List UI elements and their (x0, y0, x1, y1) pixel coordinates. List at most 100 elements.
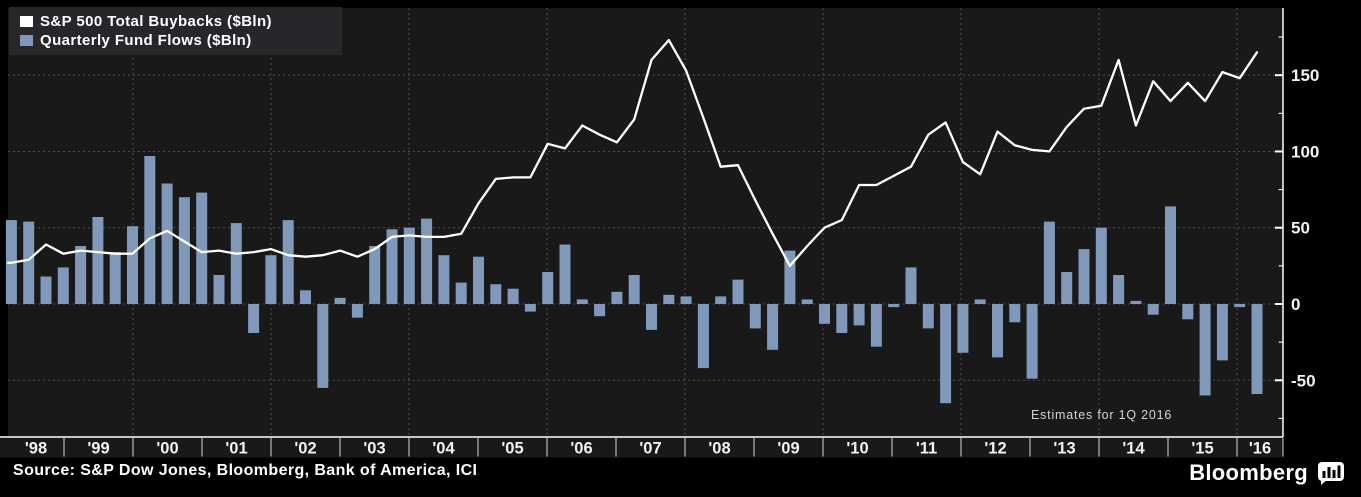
fund-flow-bar (1061, 272, 1073, 304)
fund-flow-bar (801, 299, 813, 304)
fund-flow-bar (524, 304, 536, 312)
legend-item-buybacks: S&P 500 Total Buybacks ($Bln) (20, 12, 334, 31)
y-tick-label: -50 (1291, 371, 1316, 390)
x-axis: '98 '99 '00 '01 '02 '03 '04 '05 '06 '07 '08 '09 '10 '… (0, 436, 1284, 458)
fund-flow-bar (490, 284, 502, 304)
fund-flow-bar (507, 288, 519, 304)
fund-flows-swatch-icon (20, 35, 33, 46)
x-year-label: '15 (1191, 440, 1213, 458)
legend-item-fund-flows: Quarterly Fund Flows ($Bln) (20, 31, 334, 50)
estimates-note: Estimates for 1Q 2016 (1031, 408, 1173, 422)
fund-flow-bar (248, 304, 260, 333)
x-year-label: '02 (294, 440, 316, 458)
fund-flow-bar (421, 218, 433, 304)
fund-flow-bar (680, 296, 692, 304)
fund-flow-bar (957, 304, 969, 353)
fund-flow-bar (1130, 300, 1142, 304)
fund-flow-bar (178, 197, 190, 304)
fund-flow-bar (905, 267, 917, 304)
legend-label-fund-flows: Quarterly Fund Flows ($Bln) (40, 32, 252, 49)
fund-flow-bar (1078, 249, 1090, 304)
fund-flow-bar (265, 255, 277, 304)
x-year-label: '05 (501, 440, 523, 458)
x-year-label: '99 (87, 440, 109, 458)
fund-flow-bar (351, 304, 363, 318)
fund-flow-bar (1251, 304, 1263, 394)
fund-flow-bar (334, 297, 346, 304)
fund-flow-bar (1095, 227, 1107, 304)
fund-flow-bar (853, 304, 865, 326)
fund-flow-bar (92, 217, 104, 304)
fund-flow-bar (749, 304, 761, 329)
fund-flow-bar (611, 291, 623, 304)
x-year-label: '03 (363, 440, 385, 458)
x-year-label: '00 (156, 440, 178, 458)
chart-legend: S&P 500 Total Buybacks ($Bln) Quarterly … (9, 7, 342, 55)
fund-flow-bar (715, 296, 727, 304)
x-year-label: '09 (777, 440, 799, 458)
fund-flow-bar (819, 304, 830, 324)
bloomberg-terminal-icon (1318, 461, 1344, 485)
fund-flow-bar (836, 304, 848, 333)
fund-flow-bar (473, 256, 484, 304)
y-tick-label: 0 (1291, 295, 1300, 314)
fund-flow-bar (628, 275, 640, 304)
fund-flow-bar (922, 304, 934, 329)
fund-flow-bar (144, 156, 156, 304)
fund-flow-bar (974, 299, 986, 304)
fund-flow-bar (300, 290, 311, 304)
fund-flow-bar (542, 272, 554, 304)
bloomberg-wordmark: Bloomberg (1189, 460, 1308, 485)
fund-flow-bar (23, 221, 35, 304)
fund-flow-bar (1009, 304, 1021, 323)
fund-flow-bar (109, 252, 121, 304)
fund-flow-bar (870, 304, 882, 347)
fund-flow-bar (1182, 304, 1194, 320)
y-axis: 150 100 50 0 -50 (1275, 8, 1319, 437)
fund-flow-bar (663, 294, 675, 304)
fund-flow-bar (386, 229, 398, 304)
fund-flow-bar (1199, 304, 1211, 396)
gridlines (8, 8, 1283, 437)
fund-flow-bar (213, 275, 225, 304)
fund-flow-bar (576, 299, 588, 304)
y-tick-label: 100 (1291, 142, 1319, 161)
fund-flow-bar (196, 192, 208, 304)
source-text: Source: S&P Dow Jones, Bloomberg, Bank o… (13, 462, 478, 479)
fund-flow-bar (1147, 304, 1159, 315)
fund-flow-bar (767, 304, 779, 350)
fund-flow-bar (940, 304, 952, 404)
fund-flow-bar (403, 227, 415, 304)
fund-flow-bar (1113, 275, 1125, 304)
fund-flow-bar (455, 282, 467, 304)
fund-flow-bar (282, 220, 294, 304)
fund-flow-bar (57, 267, 69, 304)
y-tick-label: 150 (1291, 66, 1319, 85)
footer-bar: Source: S&P Dow Jones, Bloomberg, Bank o… (0, 458, 1361, 497)
x-year-label: '11 (916, 440, 937, 458)
x-year-label: '14 (1122, 440, 1145, 458)
fund-flow-bar (1234, 304, 1246, 308)
fund-flow-bar (438, 255, 450, 304)
fund-flow-bar (317, 304, 329, 388)
x-year-label: '06 (570, 440, 592, 458)
buybacks-line (6, 38, 1259, 268)
fund-flow-bar (594, 304, 606, 317)
buybacks-swatch-icon (20, 16, 33, 27)
bloomberg-brand: Bloomberg (1189, 458, 1345, 488)
fund-flow-bar (1026, 304, 1038, 379)
fund-flow-bar (646, 304, 657, 330)
x-year-label: '04 (432, 440, 455, 458)
x-year-label: '16 (1249, 440, 1271, 458)
fund-flow-bar (1043, 221, 1055, 304)
x-year-label: '10 (846, 440, 868, 458)
fund-flow-bar (697, 304, 709, 369)
fund-flow-bar (369, 246, 381, 304)
fund-flow-bar (732, 279, 744, 304)
x-year-label: '07 (639, 440, 661, 458)
fund-flow-bar (161, 183, 173, 304)
fund-flow-bar (559, 244, 571, 304)
fund-flow-bar (1216, 304, 1228, 361)
